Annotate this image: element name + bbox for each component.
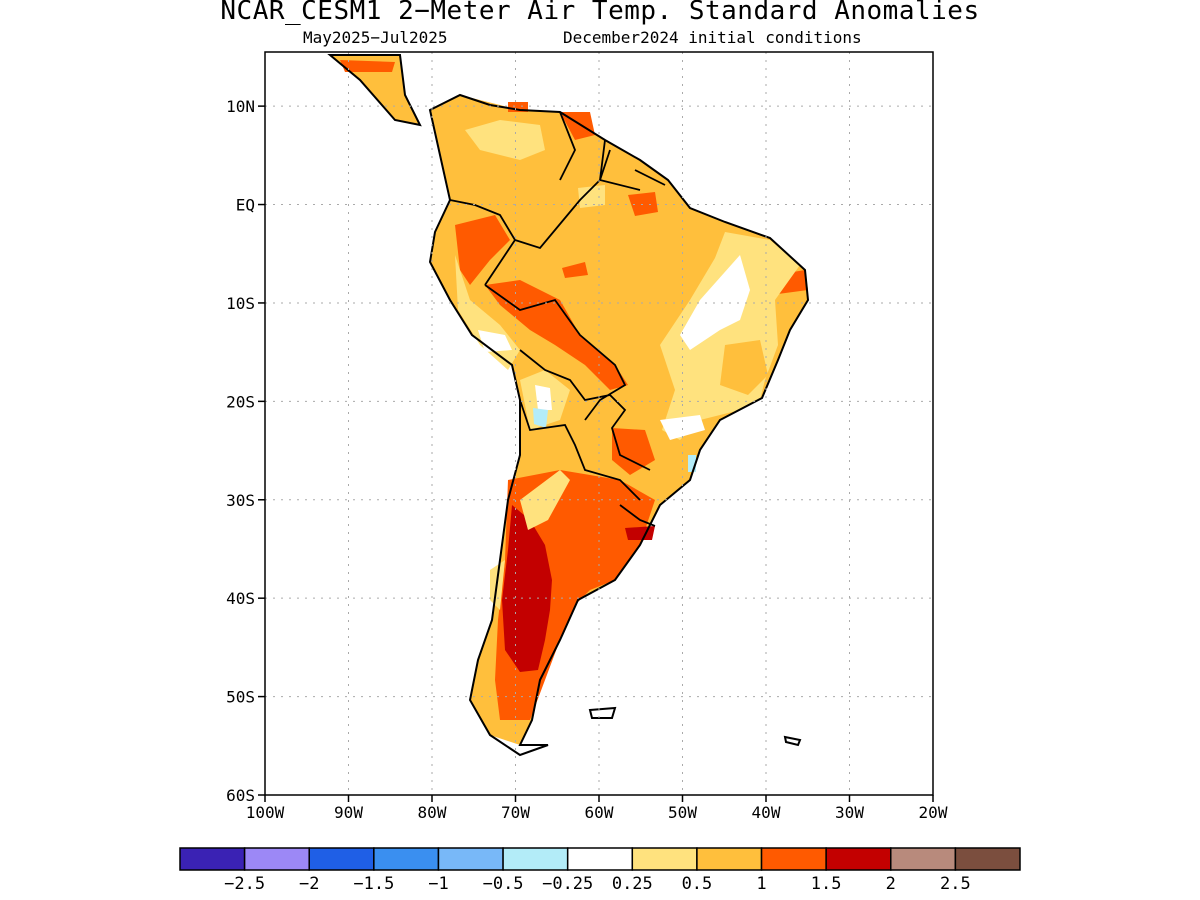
lat-axis: 10N EQ 10S 20S 30S 40S 50S 60S [226, 97, 265, 805]
anomaly-patch-andes-orange [485, 280, 628, 390]
lat-tick-label: 50S [226, 688, 255, 707]
lon-tick-label: 100W [246, 803, 285, 822]
colorbar-swatch [954, 847, 1021, 871]
south-america-coastline [428, 93, 810, 757]
coastline-borders [327, 54, 810, 757]
colorbar-swatch [373, 847, 440, 871]
lat-tick-label: 10S [226, 294, 255, 313]
colorbar-label: 2 [886, 874, 896, 894]
lon-tick-label: 30W [835, 803, 864, 822]
colorbar-swatch [502, 847, 569, 871]
colorbar-swatch [760, 847, 827, 871]
colorbar-label: −2.5 [224, 874, 265, 894]
lat-tick-label: 20S [226, 392, 255, 411]
anomaly-patch-south-red [502, 505, 552, 672]
lon-tick-label: 70W [501, 803, 530, 822]
lat-tick-label: 30S [226, 491, 255, 510]
lon-tick-label: 50W [668, 803, 697, 822]
colorbar-label: 1.5 [811, 874, 842, 894]
colorbar-label: −1 [428, 874, 448, 894]
country-borders [449, 111, 666, 527]
colorbar-swatch [243, 847, 310, 871]
colorbar-label: 1 [756, 874, 766, 894]
colorbar-label: 0.25 [612, 874, 653, 894]
map-title: NCAR_CESM1 2−Meter Air Temp. Standard An… [220, 0, 980, 26]
colorbar-label: −0.25 [542, 874, 593, 894]
colorbar-swatch [566, 847, 634, 871]
anomaly-patch-east-brazil-light [660, 232, 800, 440]
colorbar-swatch [825, 847, 892, 871]
lon-axis: 100W 90W 80W 70W 60W 50W 40W 30W 20W [246, 795, 948, 822]
lon-tick-label: 90W [334, 803, 363, 822]
lon-tick-label: 40W [752, 803, 781, 822]
colorbar-label: −1.5 [353, 874, 394, 894]
lat-tick-label: 60S [226, 786, 255, 805]
initial-conditions: December2024 initial conditions [563, 28, 862, 47]
central-america-coastline [327, 54, 422, 127]
forecast-period: May2025−Jul2025 [303, 28, 448, 47]
lat-tick-label: 40S [226, 589, 255, 608]
colorbar-swatch [696, 847, 763, 871]
lon-tick-label: 20W [919, 803, 948, 822]
colorbar-label: −0.5 [483, 874, 524, 894]
colorbar-label: 0.5 [682, 874, 713, 894]
anomaly-field [330, 55, 808, 745]
colorbar-label: 2.5 [940, 874, 971, 894]
lat-tick-label: EQ [236, 196, 255, 215]
colorbar-swatch [631, 847, 698, 871]
lon-tick-label: 80W [418, 803, 447, 822]
south-america-land [430, 95, 808, 745]
lon-tick-label: 60W [585, 803, 614, 822]
colorbar-swatch [308, 847, 375, 871]
colorbar-swatch [890, 847, 957, 871]
colorbar: −2.5 −2 −1.5 −1 −0.5 −0.25 0.25 0.5 1 1.5 2 2.5 [179, 847, 1021, 894]
lat-tick-label: 10N [226, 97, 255, 116]
colorbar-swatch [179, 847, 246, 871]
colorbar-label: −2 [299, 874, 319, 894]
colorbar-swatch [437, 847, 504, 871]
